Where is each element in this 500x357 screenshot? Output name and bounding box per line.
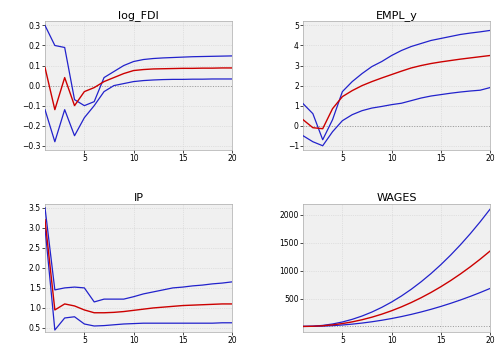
Title: WAGES: WAGES: [376, 193, 417, 203]
Title: EMPL_y: EMPL_y: [376, 10, 418, 21]
Title: IP: IP: [134, 193, 143, 203]
Title: log_FDI: log_FDI: [118, 10, 159, 21]
